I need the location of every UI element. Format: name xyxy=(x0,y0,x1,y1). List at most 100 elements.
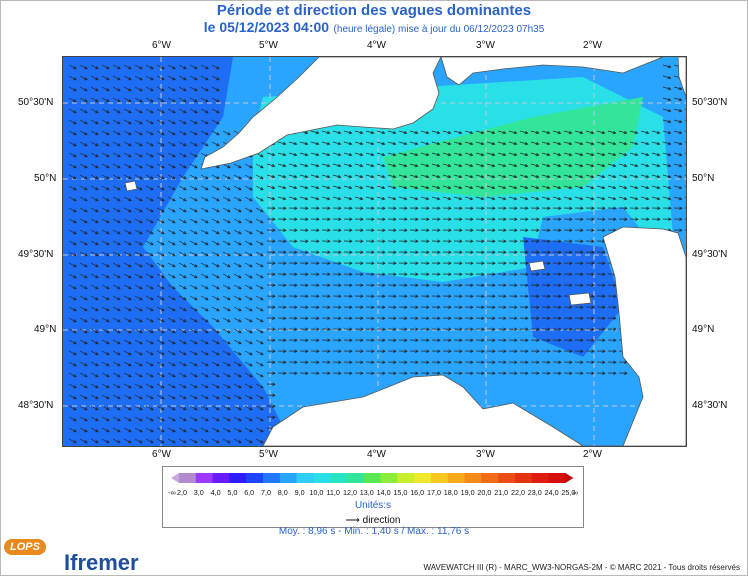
direction-arrow xyxy=(629,141,639,146)
direction-arrow xyxy=(200,317,209,323)
direction-arrow xyxy=(618,130,628,135)
direction-arrow xyxy=(200,218,209,224)
direction-arrow xyxy=(607,163,617,168)
direction-arrow xyxy=(68,64,77,70)
direction-arrow xyxy=(596,338,606,342)
direction-arrow xyxy=(112,64,121,70)
direction-arrow xyxy=(409,163,419,168)
direction-arrow xyxy=(123,119,132,125)
direction-arrow xyxy=(585,174,595,179)
direction-arrow xyxy=(332,217,342,221)
direction-arrow xyxy=(486,349,496,353)
direction-arrow xyxy=(552,239,562,243)
direction-arrow xyxy=(277,239,287,243)
direction-arrow xyxy=(299,272,309,276)
direction-arrow xyxy=(387,130,397,135)
direction-arrow xyxy=(321,163,331,168)
direction-arrow xyxy=(200,108,209,114)
direction-arrow xyxy=(189,108,198,114)
direction-arrow xyxy=(145,218,154,224)
direction-arrow xyxy=(431,152,441,157)
direction-arrow xyxy=(596,196,606,201)
direction-arrow xyxy=(662,86,672,91)
direction-arrow xyxy=(211,174,220,180)
direction-arrow xyxy=(167,207,176,213)
direction-arrow xyxy=(178,97,187,103)
legend-color-cell xyxy=(380,473,398,483)
direction-arrow xyxy=(90,174,99,180)
direction-arrow xyxy=(486,283,496,287)
direction-arrow xyxy=(508,174,518,179)
direction-arrow xyxy=(475,239,485,243)
direction-arrow xyxy=(585,272,595,276)
direction-arrow xyxy=(574,272,584,276)
direction-arrow xyxy=(233,361,242,367)
direction-arrow xyxy=(464,294,474,298)
direction-arrow xyxy=(420,239,430,243)
direction-arrow xyxy=(277,371,287,375)
direction-arrow xyxy=(266,404,276,408)
direction-arrow xyxy=(255,207,264,213)
direction-arrow xyxy=(79,284,88,290)
direction-arrow xyxy=(629,130,639,135)
direction-arrow xyxy=(288,261,298,265)
direction-arrow xyxy=(332,305,342,309)
direction-arrow xyxy=(277,163,287,168)
direction-arrow xyxy=(607,294,617,298)
direction-arrow xyxy=(233,328,242,334)
wave-map-svg xyxy=(63,57,686,446)
direction-arrow xyxy=(277,217,287,221)
direction-arrow xyxy=(321,283,331,287)
direction-arrow xyxy=(222,284,231,290)
direction-arrow xyxy=(189,174,198,180)
direction-arrow xyxy=(442,239,452,243)
direction-arrow xyxy=(343,360,353,364)
direction-arrow xyxy=(233,383,242,389)
direction-arrow xyxy=(497,250,507,254)
legend-color-cell xyxy=(229,473,247,483)
direction-arrow xyxy=(574,130,584,135)
direction-arrow xyxy=(233,207,242,213)
direction-arrow xyxy=(101,438,110,444)
direction-arrow xyxy=(101,361,110,367)
direction-arrow xyxy=(519,239,529,243)
direction-arrow xyxy=(596,371,606,375)
direction-arrow xyxy=(299,316,309,320)
direction-arrow xyxy=(530,228,540,232)
direction-arrow xyxy=(211,273,220,279)
direction-arrow xyxy=(321,196,331,201)
direction-arrow xyxy=(200,207,209,213)
direction-arrow xyxy=(68,328,77,334)
direction-arrow xyxy=(189,163,198,169)
direction-arrow xyxy=(90,108,99,114)
direction-arrow xyxy=(90,427,99,433)
direction-arrow xyxy=(442,360,452,364)
direction-arrow xyxy=(112,339,121,345)
direction-arrow xyxy=(530,250,540,254)
lat-label-left: 49°30'N xyxy=(18,249,54,260)
direction-arrow xyxy=(453,316,463,320)
color-legend: -∞ 2,0 3,0 4,0 5,0 6,0 7,0 8,0 9,0 10,0 11,0 12,0 13… xyxy=(162,466,584,528)
direction-arrow xyxy=(200,394,209,400)
direction-arrow xyxy=(541,305,551,309)
direction-arrow xyxy=(156,361,165,367)
arrow-icon: ⟶ xyxy=(345,515,360,526)
direction-arrow xyxy=(189,405,198,411)
direction-arrow xyxy=(178,75,187,81)
direction-arrow xyxy=(90,306,99,312)
direction-arrow xyxy=(618,196,628,201)
direction-arrow xyxy=(101,207,110,213)
wave-map[interactable] xyxy=(62,56,687,447)
direction-arrow xyxy=(90,328,99,334)
direction-arrow xyxy=(123,97,132,103)
lat-label-left: 50°30'N xyxy=(18,97,54,108)
direction-arrow xyxy=(79,427,88,433)
direction-arrow xyxy=(409,294,419,298)
direction-arrow xyxy=(68,152,77,158)
direction-arrow xyxy=(442,327,452,331)
direction-arrow xyxy=(486,327,496,331)
direction-arrow xyxy=(596,141,606,146)
direction-arrow xyxy=(134,427,143,433)
direction-arrow xyxy=(90,350,99,356)
direction-arrow xyxy=(101,119,110,125)
